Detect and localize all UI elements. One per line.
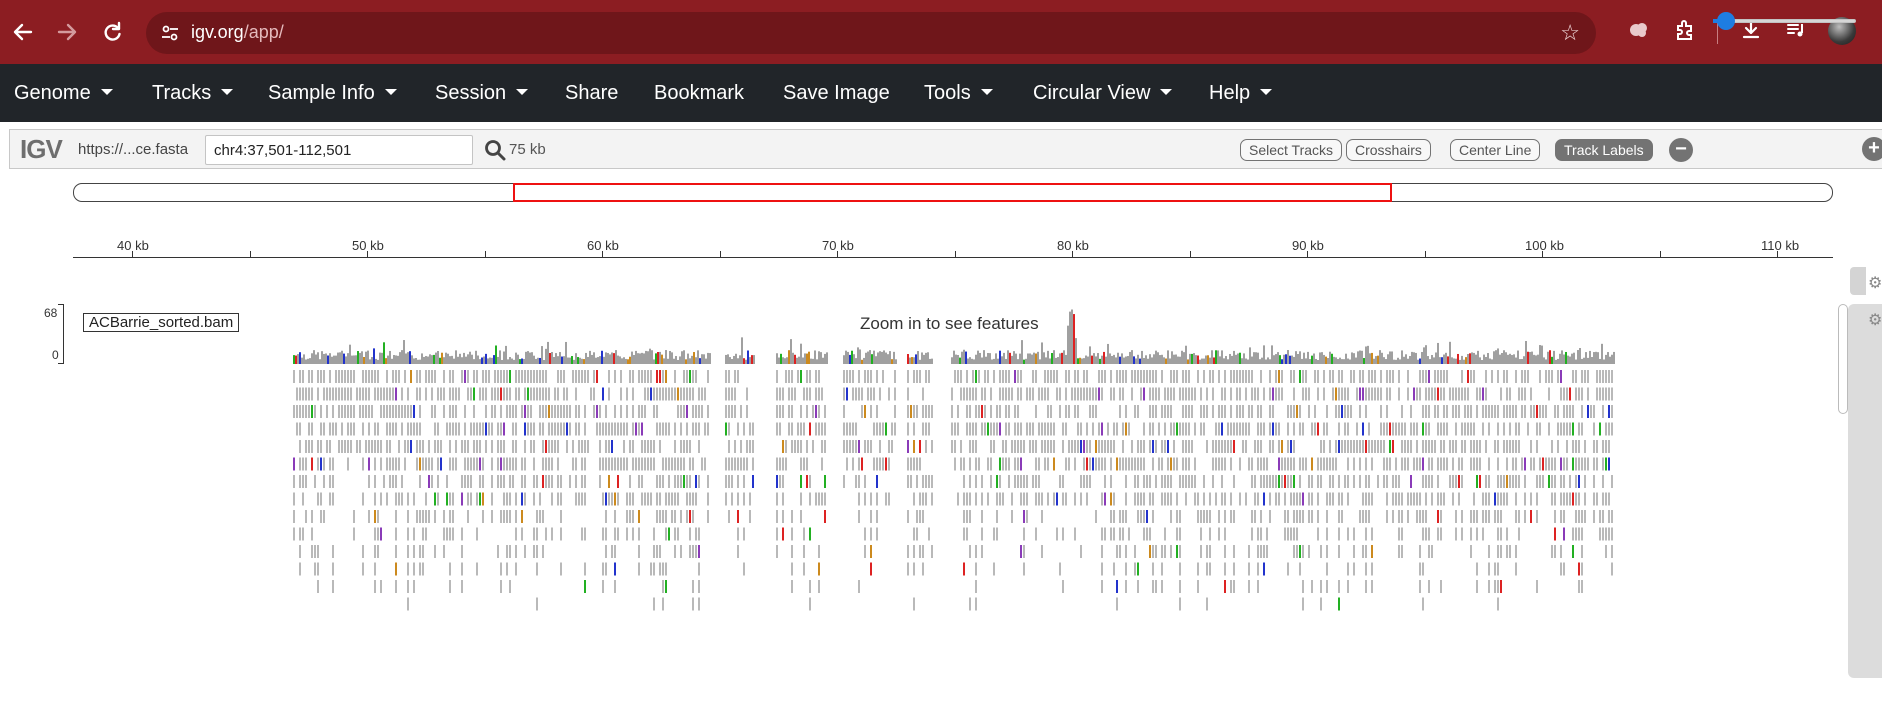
bookmark-star-icon[interactable]: ☆ xyxy=(1560,20,1580,45)
site-settings-icon[interactable] xyxy=(160,23,180,43)
menu-label: Help xyxy=(1209,82,1251,104)
url-host: igv.org xyxy=(191,22,244,42)
search-icon[interactable] xyxy=(483,138,507,162)
ruler-tick xyxy=(720,251,721,257)
extension-puzzle-icon[interactable] xyxy=(1625,18,1653,46)
caret-down-icon xyxy=(384,88,397,95)
ruler-tick xyxy=(602,251,603,257)
browser-toolbar: igv.org/app/ ☆ xyxy=(0,0,1882,64)
caret-down-icon xyxy=(1260,88,1273,95)
url-path: /app/ xyxy=(243,22,284,42)
ruler-tick xyxy=(485,251,486,257)
coverage-scale-min: 0 xyxy=(52,348,59,362)
ruler-tick xyxy=(1425,251,1426,257)
reload-icon xyxy=(104,21,121,41)
menu-label: Tracks xyxy=(152,82,212,104)
menu-label: Bookmark xyxy=(654,82,745,104)
alignment-rendering xyxy=(293,309,1615,611)
menu-label: Save Image xyxy=(783,82,890,104)
caret-down-icon xyxy=(1160,88,1173,95)
zoom-slider-thumb[interactable] xyxy=(1717,12,1736,30)
forward-button[interactable] xyxy=(51,16,83,48)
menu-sample-info[interactable]: Sample Info xyxy=(268,82,397,105)
gear-icon[interactable]: ⚙ xyxy=(1868,275,1882,292)
caret-down-icon xyxy=(516,88,529,95)
toolbar-separator xyxy=(1717,20,1718,44)
forward-arrow-icon xyxy=(57,23,77,41)
menu-tools[interactable]: Tools xyxy=(924,82,993,105)
igv-navbar: IGV https://...ce.fasta 75 kb Select Tra… xyxy=(9,129,1882,169)
ruler-label: 60 kb xyxy=(587,238,619,253)
ruler-label: 110 kb xyxy=(1761,238,1800,253)
reload-button[interactable] xyxy=(96,16,128,48)
url-text: igv.org/app/ xyxy=(191,22,284,43)
menu-help[interactable]: Help xyxy=(1209,82,1273,105)
zoom-in-message: Zoom in to see features xyxy=(860,314,1039,333)
ruler-label: 100 kb xyxy=(1525,238,1565,253)
track-scrollbar[interactable] xyxy=(1838,304,1848,414)
ruler-label: 50 kb xyxy=(352,238,384,253)
genome-label: https://...ce.fasta xyxy=(78,141,189,158)
ruler-tick xyxy=(837,251,838,257)
address-bar[interactable]: igv.org/app/ ☆ xyxy=(146,12,1596,54)
alignment-track[interactable] xyxy=(0,290,1882,680)
menu-session[interactable]: Session xyxy=(435,82,529,105)
extensions-icon[interactable] xyxy=(1671,18,1699,46)
crosshairs-button[interactable]: Crosshairs xyxy=(1346,139,1431,161)
ruler-label: 70 kb xyxy=(822,238,854,253)
center-line-button[interactable]: Center Line xyxy=(1450,139,1541,161)
locus-search-input[interactable] xyxy=(205,135,473,165)
ruler-tick xyxy=(1307,251,1308,257)
minus-icon: − xyxy=(1675,138,1687,160)
igv-menubar: Genome Tracks Sample Info Session Share Bookm… xyxy=(0,64,1882,122)
coverage-scale-max: 68 xyxy=(44,306,58,320)
download-icon[interactable] xyxy=(1737,18,1765,46)
window-size-label: 75 kb xyxy=(509,141,546,158)
back-button[interactable] xyxy=(7,16,39,48)
caret-down-icon xyxy=(980,88,993,95)
caret-down-icon xyxy=(100,88,113,95)
ruler-label: 90 kb xyxy=(1292,238,1324,253)
gear-icon[interactable]: ⚙ xyxy=(1868,312,1882,329)
plus-icon: + xyxy=(1868,137,1880,159)
ruler-tick xyxy=(955,251,956,257)
track-gear-tab[interactable] xyxy=(1850,267,1866,295)
menu-circular-view[interactable]: Circular View xyxy=(1033,82,1173,105)
select-tracks-button[interactable]: Select Tracks xyxy=(1240,139,1343,161)
menu-genome[interactable]: Genome xyxy=(14,82,113,105)
coverage-scale-bracket xyxy=(58,304,64,364)
menu-label: Tools xyxy=(924,82,971,104)
track-scroll-gutter[interactable] xyxy=(1848,304,1882,678)
menu-label: Circular View xyxy=(1033,82,1151,104)
ruler-axis-line xyxy=(73,257,1833,258)
ruler-tick xyxy=(367,251,368,257)
ruler-tick xyxy=(250,251,251,257)
track-name-label[interactable]: ACBarrie_sorted.bam xyxy=(83,313,240,332)
ruler-label: 40 kb xyxy=(117,238,149,253)
ideogram-current-region xyxy=(513,183,1392,202)
zoom-in-button[interactable]: + xyxy=(1862,137,1882,161)
menu-bookmark[interactable]: Bookmark xyxy=(654,82,744,105)
zoom-out-button[interactable]: − xyxy=(1669,138,1693,162)
ruler-tick xyxy=(1660,251,1661,257)
ruler-label: 80 kb xyxy=(1057,238,1089,253)
caret-down-icon xyxy=(221,88,234,95)
ruler-tick xyxy=(1072,251,1073,257)
menu-label: Share xyxy=(565,82,619,104)
ruler-tick xyxy=(1777,251,1778,257)
media-control-icon[interactable] xyxy=(1782,18,1810,46)
igv-logo[interactable]: IGV xyxy=(20,134,63,164)
ruler-tick xyxy=(1542,251,1543,257)
menu-tracks[interactable]: Tracks xyxy=(152,82,234,105)
ruler-tick xyxy=(1190,251,1191,257)
menu-label: Sample Info xyxy=(268,82,375,104)
menu-label: Session xyxy=(435,82,507,104)
menu-save-image[interactable]: Save Image xyxy=(783,82,890,105)
track-labels-button[interactable]: Track Labels xyxy=(1555,139,1653,161)
menu-share[interactable]: Share xyxy=(565,82,618,105)
ruler-tick xyxy=(132,251,133,257)
menu-label: Genome xyxy=(14,82,91,104)
back-arrow-icon xyxy=(13,23,33,41)
